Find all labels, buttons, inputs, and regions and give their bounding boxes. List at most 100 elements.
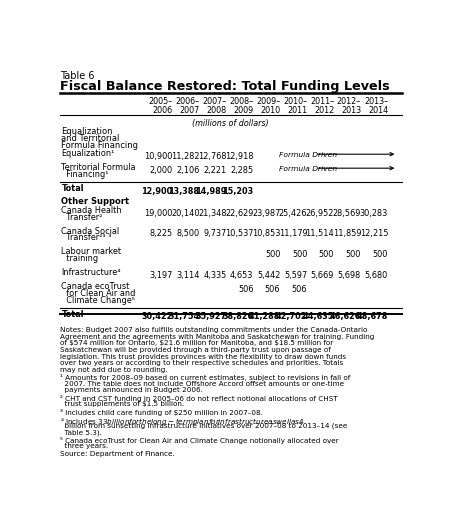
Text: 500: 500 (319, 250, 334, 259)
Text: 13,388: 13,388 (169, 186, 199, 196)
Text: 2,285: 2,285 (230, 166, 253, 175)
Text: 48,678: 48,678 (357, 312, 388, 321)
Text: 2007–: 2007– (202, 98, 226, 106)
Text: 2007. The table does not include Offshore Accord offset amounts or one-time: 2007. The table does not include Offshor… (60, 381, 344, 387)
Text: trust supplements of $1.5 billion.: trust supplements of $1.5 billion. (60, 401, 184, 407)
Text: of $574 million for Ontario, $21.6 million for Manitoba, and $18.5 million for: of $574 million for Ontario, $21.6 milli… (60, 340, 333, 346)
Text: 28,569: 28,569 (333, 209, 361, 217)
Text: 19,000: 19,000 (144, 209, 173, 217)
Text: 11,179: 11,179 (279, 229, 307, 238)
Text: ⁴ Includes $33 billion for the long-term plan for infrastructure as well as $4: ⁴ Includes $33 billion for the long-term… (60, 416, 304, 427)
Text: 2007: 2007 (179, 106, 199, 115)
Text: Fiscal Balance Restored: Total Funding Levels: Fiscal Balance Restored: Total Funding L… (60, 80, 389, 93)
Text: 5,698: 5,698 (338, 271, 361, 280)
Text: 5,680: 5,680 (365, 271, 388, 280)
Text: 20,140: 20,140 (171, 209, 199, 217)
Text: 500: 500 (265, 250, 280, 259)
Text: 3,114: 3,114 (176, 271, 199, 280)
Text: ³ Includes child care funding of $250 million in 2007–08.: ³ Includes child care funding of $250 mi… (60, 409, 263, 416)
Text: 2,221: 2,221 (203, 166, 226, 175)
Text: 500: 500 (373, 250, 388, 259)
Text: 5,597: 5,597 (284, 271, 307, 280)
Text: 2010–: 2010– (283, 98, 307, 106)
Text: 2012: 2012 (314, 106, 334, 115)
Text: 2009: 2009 (233, 106, 253, 115)
Text: 5,669: 5,669 (311, 271, 334, 280)
Text: 22,629: 22,629 (225, 209, 253, 217)
Text: over two years or according to their respective schedules and priorities. Totals: over two years or according to their res… (60, 360, 343, 366)
Text: 2014: 2014 (368, 106, 388, 115)
Text: 5,442: 5,442 (257, 271, 280, 280)
Text: Labour market: Labour market (62, 248, 122, 256)
Text: 12,918: 12,918 (225, 152, 253, 161)
Text: 15,203: 15,203 (222, 186, 253, 196)
Text: 9,737: 9,737 (203, 229, 226, 238)
Text: 21,348: 21,348 (198, 209, 226, 217)
Text: 26,952: 26,952 (306, 209, 334, 217)
Text: Source: Department of Finance.: Source: Department of Finance. (60, 450, 175, 457)
Text: 2,106: 2,106 (176, 166, 199, 175)
Text: 2005–: 2005– (148, 98, 173, 106)
Text: 8,225: 8,225 (149, 229, 173, 238)
Text: 506: 506 (265, 285, 280, 294)
Text: 10,900: 10,900 (144, 152, 173, 161)
Text: payments announced in Budget 2006.: payments announced in Budget 2006. (60, 387, 202, 393)
Text: three years.: three years. (60, 443, 108, 449)
Text: 500: 500 (346, 250, 361, 259)
Text: 3,197: 3,197 (149, 271, 173, 280)
Text: Notes: Budget 2007 also fulfills outstanding commitments under the Canada-Ontari: Notes: Budget 2007 also fulfills outstan… (60, 327, 367, 333)
Text: 44,635: 44,635 (303, 312, 334, 321)
Text: 30,422: 30,422 (141, 312, 173, 321)
Text: 506: 506 (292, 285, 307, 294)
Text: 2,000: 2,000 (149, 166, 173, 175)
Text: ¹ Amounts for 2008–09 based on current estimates, subject to revisions in fall o: ¹ Amounts for 2008–09 based on current e… (60, 374, 350, 381)
Text: 14,989: 14,989 (195, 186, 226, 196)
Text: Agreement and the agreements with Manitoba and Saskatchewan for training. Fundin: Agreement and the agreements with Manito… (60, 334, 374, 340)
Text: 2010: 2010 (260, 106, 280, 115)
Text: Transfer²: Transfer² (62, 213, 103, 222)
Text: 2006: 2006 (153, 106, 173, 115)
Text: Formula Financing: Formula Financing (62, 141, 139, 149)
Text: Equalization: Equalization (62, 127, 113, 136)
Text: 2011: 2011 (287, 106, 307, 115)
Text: 31,754: 31,754 (168, 312, 199, 321)
Text: 35,927: 35,927 (195, 312, 226, 321)
Text: Total: Total (62, 310, 84, 319)
Text: 11,282: 11,282 (171, 152, 199, 161)
Text: Canada ecoTrust: Canada ecoTrust (62, 282, 130, 291)
Text: (millions of dollars): (millions of dollars) (192, 119, 269, 128)
Text: Formula Driven: Formula Driven (279, 152, 337, 158)
Text: and Territorial: and Territorial (62, 134, 120, 143)
Text: 2008–: 2008– (229, 98, 253, 106)
Text: Other Support: Other Support (62, 197, 130, 207)
Text: 12,900: 12,900 (141, 186, 173, 196)
Text: 2013: 2013 (341, 106, 361, 115)
Text: 500: 500 (292, 250, 307, 259)
Text: 38,826: 38,826 (222, 312, 253, 321)
Text: 4,335: 4,335 (203, 271, 226, 280)
Text: 10,537: 10,537 (225, 229, 253, 238)
Text: billion from sunsetting infrastructure initiatives over 2007–08 to 2013–14 (see: billion from sunsetting infrastructure i… (60, 423, 347, 429)
Text: 8,500: 8,500 (176, 229, 199, 238)
Text: for Clean Air and: for Clean Air and (62, 289, 136, 298)
Text: Formula Driven: Formula Driven (279, 166, 337, 172)
Text: 506: 506 (238, 285, 253, 294)
Text: 12,215: 12,215 (360, 229, 388, 238)
Text: 2012–: 2012– (337, 98, 361, 106)
Text: Canada Health: Canada Health (62, 206, 122, 215)
Text: Transfer²³ ³: Transfer²³ ³ (62, 234, 112, 242)
Text: 25,426: 25,426 (279, 209, 307, 217)
Text: 11,859: 11,859 (333, 229, 361, 238)
Text: Total: Total (62, 184, 84, 193)
Text: may not add due to rounding.: may not add due to rounding. (60, 367, 167, 373)
Text: training: training (62, 254, 99, 263)
Text: Financing¹: Financing¹ (62, 170, 109, 179)
Text: 2008: 2008 (207, 106, 226, 115)
Text: Saskatchewan will be provided through a third-party trust upon passage of: Saskatchewan will be provided through a … (60, 347, 330, 353)
Text: 46,626: 46,626 (330, 312, 361, 321)
Text: Table 6: Table 6 (60, 71, 94, 81)
Text: Territorial Formula: Territorial Formula (62, 163, 136, 172)
Text: 41,288: 41,288 (249, 312, 280, 321)
Text: 2011–: 2011– (310, 98, 334, 106)
Text: 42,702: 42,702 (276, 312, 307, 321)
